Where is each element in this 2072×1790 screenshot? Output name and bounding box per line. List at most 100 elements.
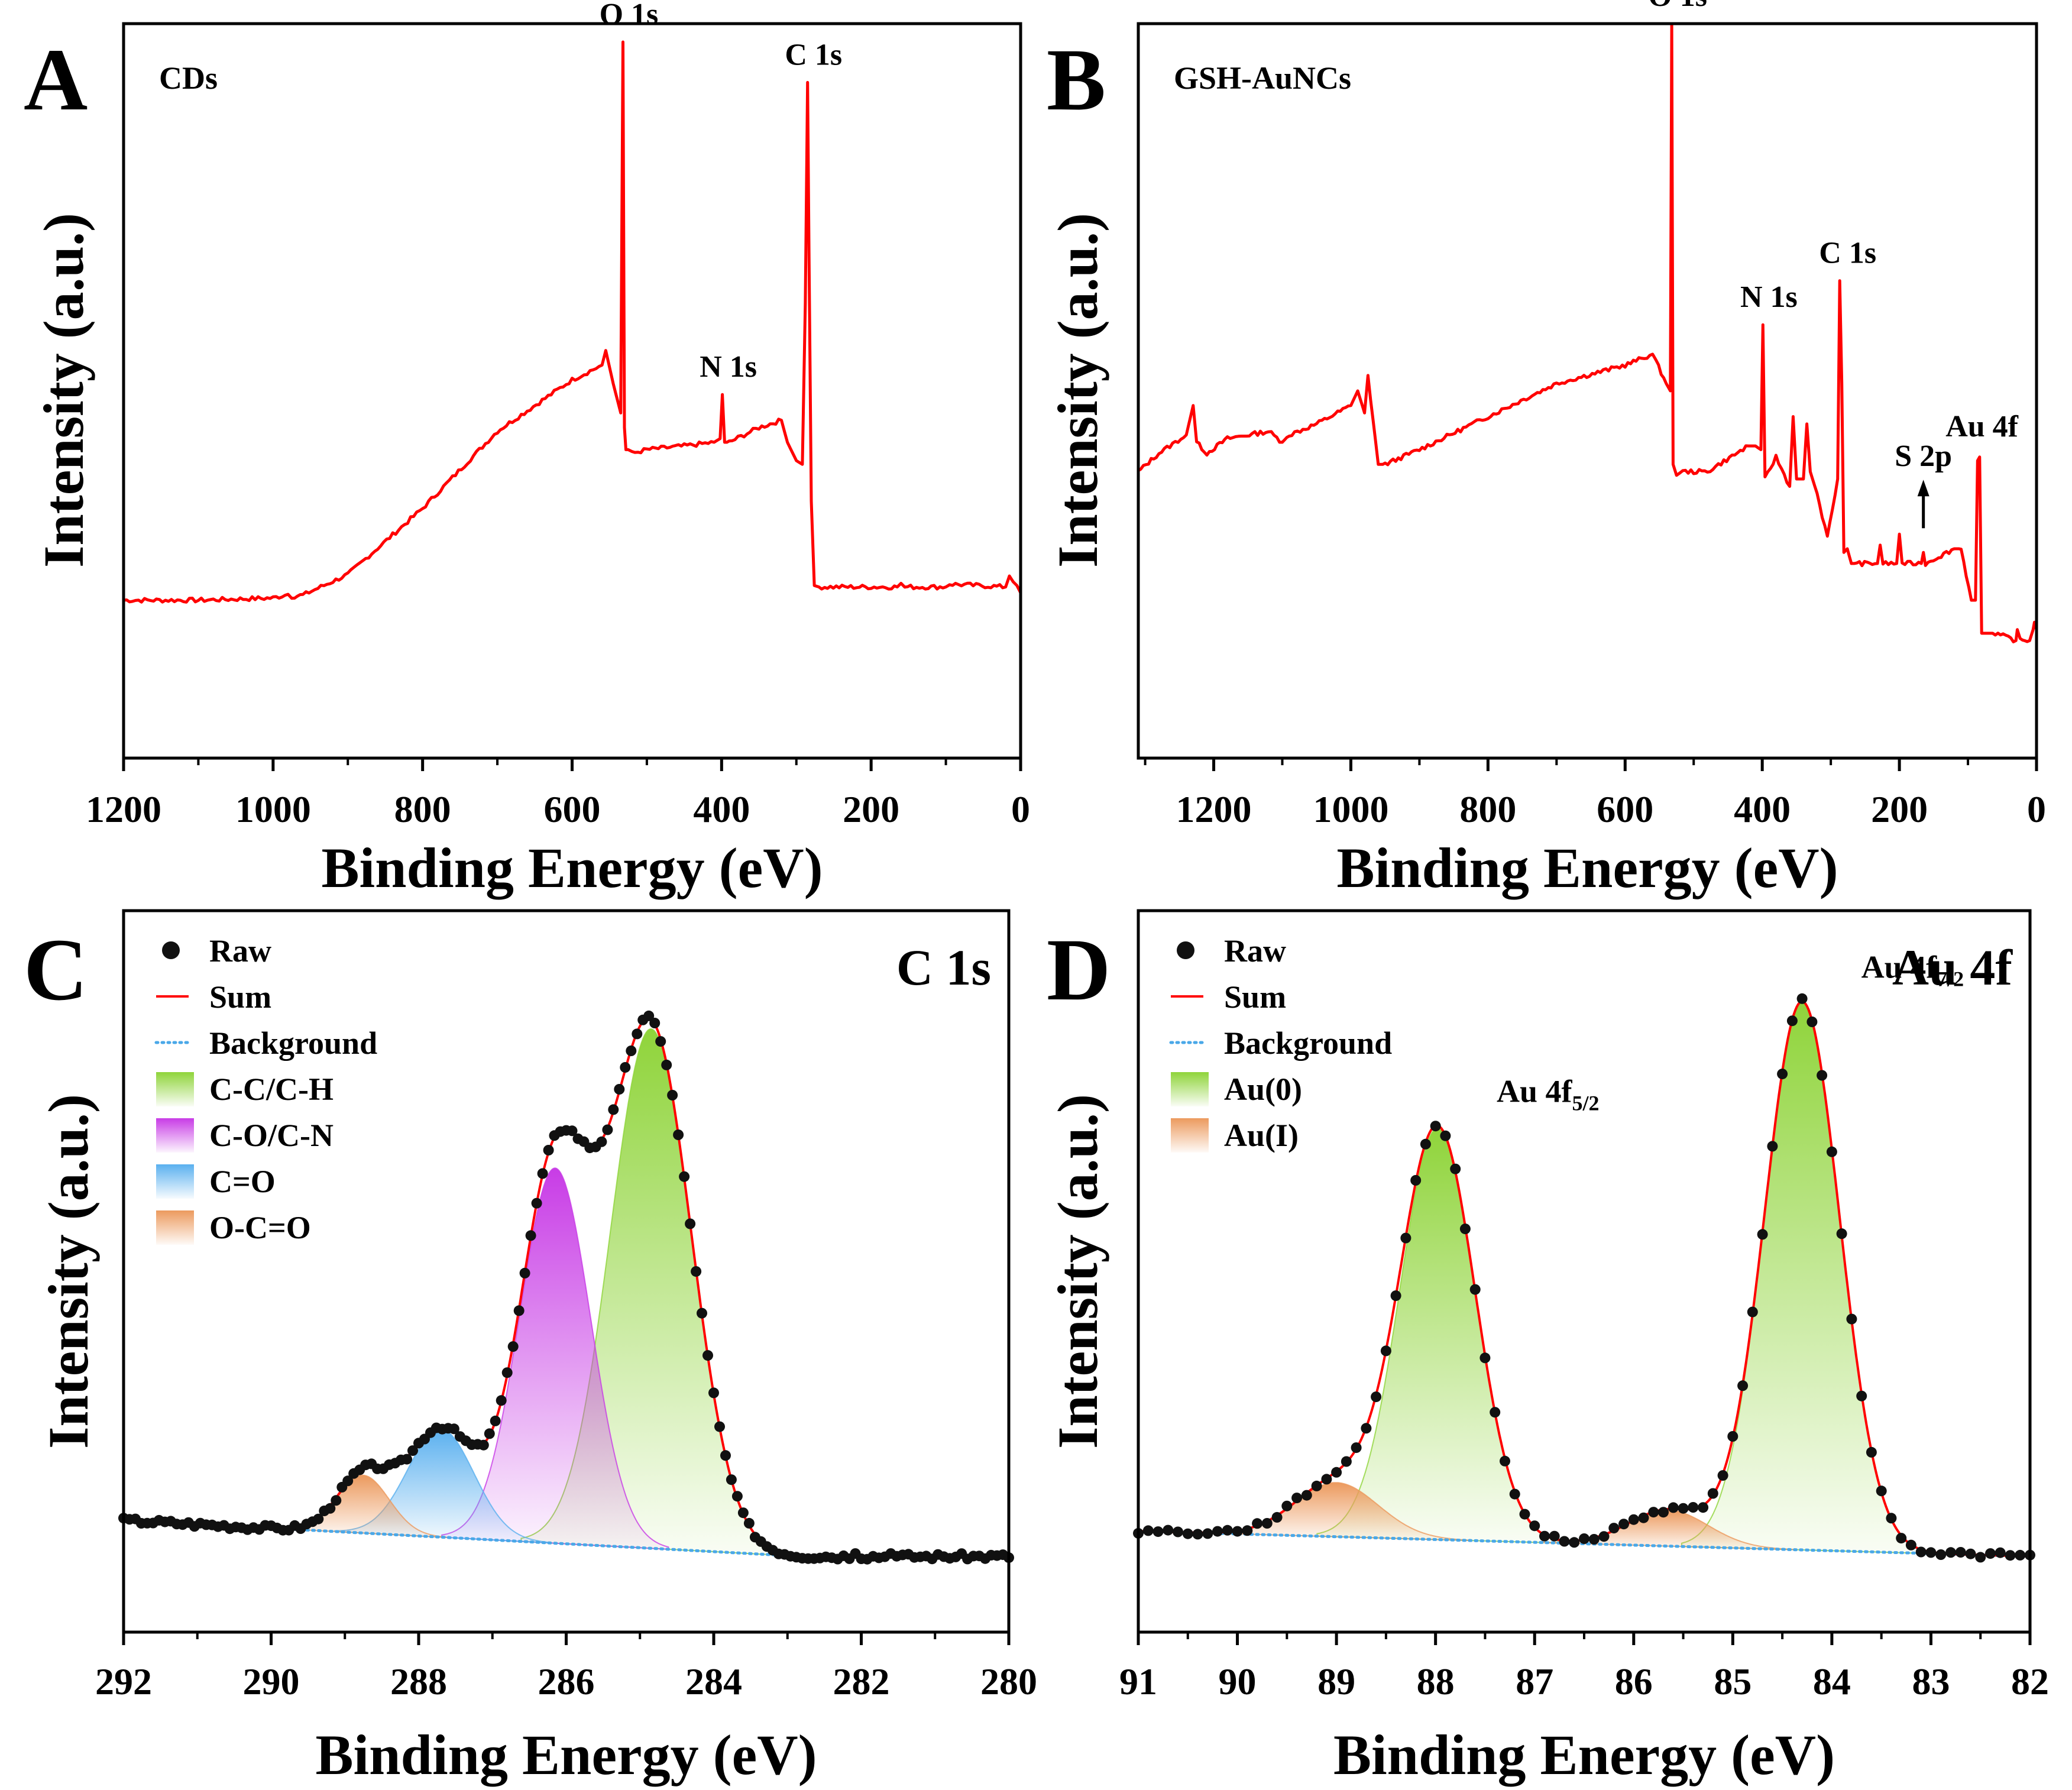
raw-point bbox=[525, 1230, 536, 1241]
x-tick-label-D: 90 bbox=[1219, 1660, 1257, 1702]
x-tick-label-B: 1000 bbox=[1313, 788, 1388, 830]
x-tick-label-C: 292 bbox=[95, 1660, 152, 1702]
raw-point bbox=[1985, 1548, 1996, 1559]
raw-point bbox=[1519, 1509, 1530, 1520]
raw-point bbox=[1390, 1290, 1401, 1302]
peak-label-au4f-7-2: Au 4f7/2 bbox=[1861, 950, 1964, 991]
raw-point bbox=[1856, 1390, 1867, 1401]
raw-point bbox=[1757, 1229, 1768, 1240]
legend-raw-label: Raw bbox=[1224, 933, 1286, 969]
y-axis-title-D: Intensity (a.u.) bbox=[1046, 1094, 1109, 1449]
legend-c-c-c-h-label: C-C/C-H bbox=[209, 1072, 334, 1107]
x-axis-title-C: Binding Energy (eV) bbox=[315, 1723, 817, 1786]
raw-point bbox=[331, 1495, 342, 1506]
x-tick-label-B: 0 bbox=[2027, 788, 2046, 830]
raw-point bbox=[720, 1450, 731, 1461]
peak-label-n1s: N 1s bbox=[1740, 280, 1798, 314]
raw-point bbox=[1905, 1539, 1916, 1551]
raw-point bbox=[531, 1197, 542, 1209]
raw-point bbox=[608, 1104, 619, 1115]
raw-point bbox=[1698, 1502, 1709, 1513]
raw-point bbox=[407, 1445, 418, 1456]
raw-point bbox=[1361, 1423, 1372, 1434]
x-tick-label-B: 800 bbox=[1459, 788, 1516, 830]
survey-line-A bbox=[123, 40, 1022, 604]
x-tick-label-D: 91 bbox=[1119, 1660, 1157, 1702]
x-tick-label-C: 286 bbox=[538, 1660, 595, 1702]
raw-point bbox=[1688, 1502, 1699, 1513]
raw-point bbox=[2015, 1549, 2026, 1561]
raw-point bbox=[1252, 1518, 1263, 1529]
raw-point bbox=[691, 1266, 702, 1277]
peak-label-s2p: S 2p bbox=[1895, 439, 1952, 473]
raw-point bbox=[1311, 1480, 1322, 1491]
raw-point bbox=[1192, 1529, 1203, 1540]
raw-point bbox=[1271, 1511, 1283, 1523]
legend-background-label: Background bbox=[209, 1025, 377, 1061]
raw-point bbox=[1509, 1488, 1520, 1500]
raw-point bbox=[1786, 1015, 1798, 1027]
raw-point bbox=[1479, 1352, 1491, 1364]
raw-point bbox=[1142, 1525, 1154, 1536]
x-tick-label-C: 280 bbox=[980, 1660, 1037, 1702]
raw-point bbox=[1500, 1455, 1510, 1467]
raw-point bbox=[1469, 1284, 1481, 1295]
x-tick-label-D: 88 bbox=[1417, 1660, 1455, 1702]
x-tick-label-D: 83 bbox=[1912, 1660, 1950, 1702]
peak-label-n1s: N 1s bbox=[700, 350, 757, 384]
legend-raw-label: Raw bbox=[209, 933, 271, 969]
raw-point bbox=[708, 1387, 719, 1399]
raw-point bbox=[1301, 1490, 1312, 1501]
x-tick-label-D: 87 bbox=[1516, 1660, 1553, 1702]
legend-c-o-c-n-label: C-O/C-N bbox=[209, 1118, 334, 1153]
raw-point bbox=[402, 1454, 412, 1465]
x-tick-label-C: 290 bbox=[243, 1660, 300, 1702]
raw-point bbox=[1420, 1138, 1431, 1150]
x-tick-label-C: 288 bbox=[390, 1660, 447, 1702]
raw-point bbox=[1886, 1513, 1897, 1524]
raw-point bbox=[1529, 1520, 1540, 1532]
x-tick-label-D: 86 bbox=[1615, 1660, 1653, 1702]
raw-point bbox=[1826, 1146, 1837, 1157]
raw-point bbox=[1767, 1141, 1778, 1152]
raw-point bbox=[655, 1036, 666, 1047]
raw-point bbox=[1242, 1525, 1253, 1536]
panel-letter-A: A bbox=[24, 31, 88, 129]
raw-point bbox=[685, 1218, 696, 1229]
raw-point bbox=[1737, 1380, 1749, 1391]
raw-point bbox=[626, 1045, 637, 1056]
raw-point bbox=[1400, 1232, 1411, 1244]
raw-point bbox=[1232, 1526, 1243, 1537]
x-axis-title-A: Binding Energy (eV) bbox=[321, 836, 823, 899]
legend-raw-marker bbox=[162, 941, 180, 959]
raw-point bbox=[1965, 1548, 1976, 1559]
survey-line-B bbox=[1137, 22, 2038, 643]
raw-point bbox=[1202, 1528, 1213, 1539]
raw-point bbox=[496, 1395, 507, 1406]
raw-point bbox=[1539, 1530, 1550, 1542]
raw-point bbox=[1638, 1512, 1649, 1523]
raw-point bbox=[1975, 1552, 1986, 1563]
raw-point bbox=[673, 1129, 684, 1140]
raw-point bbox=[737, 1507, 749, 1519]
y-axis-title-A: Intensity (a.u.) bbox=[32, 213, 95, 568]
legend-background-label: Background bbox=[1224, 1025, 1392, 1061]
legend-au-i--label: Au(I) bbox=[1224, 1118, 1299, 1153]
peak-label-c1s: C 1s bbox=[785, 38, 842, 72]
x-tick-label-D: 82 bbox=[2011, 1660, 2049, 1702]
panel-letter-B: B bbox=[1047, 31, 1106, 129]
raw-point bbox=[1410, 1175, 1422, 1186]
legend-c-o-label: C=O bbox=[209, 1164, 276, 1199]
raw-point bbox=[1182, 1528, 1193, 1539]
raw-point bbox=[1707, 1488, 1718, 1499]
arrow-head-s2p bbox=[1917, 480, 1929, 497]
legend-au-0--patch bbox=[1171, 1072, 1209, 1106]
x-tick-label-B: 1200 bbox=[1176, 788, 1252, 830]
raw-point bbox=[1371, 1391, 1382, 1403]
x-axis-title-D: Binding Energy (eV) bbox=[1333, 1723, 1835, 1786]
raw-point bbox=[667, 1090, 678, 1100]
x-axis-title-B: Binding Energy (eV) bbox=[1336, 836, 1838, 899]
raw-point bbox=[1588, 1534, 1600, 1545]
raw-point bbox=[1261, 1518, 1273, 1529]
legend-o-c-o-label: O-C=O bbox=[209, 1210, 311, 1245]
